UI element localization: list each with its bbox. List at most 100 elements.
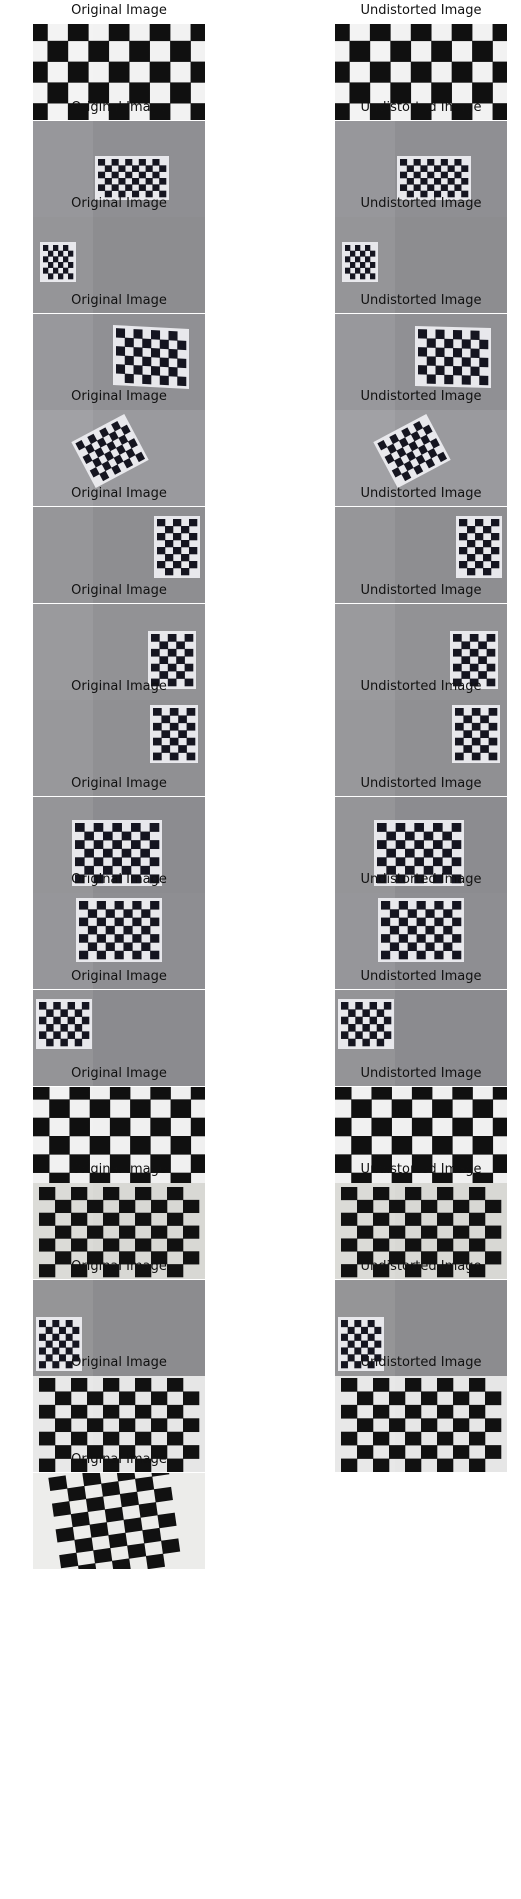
original-panel-photo [33, 893, 205, 990]
undistorted-panel: Undistorted Image [335, 776, 507, 893]
undistorted-panel-photo [335, 1376, 507, 1473]
original-panel-title: Original Image [71, 969, 167, 984]
undistorted-panel-photo [335, 1183, 507, 1280]
undistorted-panel-title: Undistorted Image [360, 1065, 482, 1081]
checkerboard-photo [33, 1183, 205, 1280]
checkerboard-photo [335, 24, 507, 120]
undistorted-panel-photo [335, 990, 507, 1086]
undistorted-panel-title: Undistorted Image [360, 196, 482, 212]
undistorted-panel-photo [335, 603, 507, 700]
checkerboard-photo [33, 893, 205, 990]
undistorted-panel: Undistorted Image [335, 292, 507, 410]
undistorted-panel-title: Undistorted Image [360, 292, 482, 308]
checkerboard-photo [335, 1183, 507, 1280]
checkerboard-photo [33, 1086, 205, 1183]
undistorted-panel-photo [335, 313, 507, 410]
original-panel-photo [33, 796, 205, 893]
checkerboard-photo [335, 1279, 507, 1376]
checkerboard-photo [33, 1279, 205, 1376]
original-panel-photo [33, 1183, 205, 1280]
checkerboard-photo [335, 410, 507, 507]
original-panel-photo [33, 1279, 205, 1376]
undistorted-panel: Undistorted Image [335, 99, 507, 217]
original-panel-title: Original Image [71, 775, 167, 791]
original-panel: Original Image [33, 100, 205, 217]
original-panel-photo [33, 24, 205, 120]
undistorted-panel: Undistorted Image [335, 679, 507, 797]
original-panel-photo [33, 1376, 205, 1473]
original-panel-photo [33, 120, 205, 217]
undistorted-panel-title: Undistorted Image [360, 99, 482, 115]
original-panel-photo [33, 700, 205, 797]
original-panel-title: Original Image [71, 1452, 167, 1467]
checkerboard-photo [33, 603, 205, 700]
checkerboard-photo [33, 313, 205, 410]
original-panel: Original Image [33, 582, 205, 700]
undistorted-panel: Undistorted Image [335, 1162, 507, 1280]
original-panel-photo [33, 410, 205, 507]
original-panel: Original Image [33, 487, 205, 603]
original-panel-title: Original Image [71, 486, 167, 501]
checkerboard-photo [33, 24, 205, 120]
original-panel-title: Original Image [71, 196, 167, 212]
original-panel-title: Original Image [71, 1258, 167, 1274]
undistorted-panel: Undistorted Image [335, 582, 507, 700]
undistorted-panel-photo [335, 1086, 507, 1183]
checkerboard-photo [335, 603, 507, 700]
original-panel: Original Image [33, 293, 205, 410]
original-panel: Original Image [33, 680, 205, 797]
checkerboard-photo [335, 700, 507, 797]
original-panel-photo [33, 217, 205, 314]
checkerboard-photo [335, 990, 507, 1086]
checkerboard-photo [33, 410, 205, 507]
undistorted-panel-photo [335, 507, 507, 603]
original-panel: Original Image [33, 390, 205, 507]
original-panel-title: Original Image [71, 582, 167, 598]
original-panel: Original Image [33, 873, 205, 990]
undistorted-panel-photo [335, 217, 507, 314]
original-panel-photo [33, 1086, 205, 1183]
checkerboard-photo [33, 120, 205, 217]
checkerboard-photo [33, 796, 205, 893]
original-panel: Original Image [33, 196, 205, 314]
undistorted-panel-title: Undistorted Image [360, 3, 482, 18]
original-panel: Original Image [33, 4, 205, 120]
original-panel: Original Image [33, 775, 205, 893]
original-panel-title: Original Image [71, 1355, 167, 1371]
undistorted-panel-title: Undistorted Image [360, 969, 482, 984]
undistorted-panel: Undistorted Image [335, 4, 507, 120]
undistorted-panel-title: Undistorted Image [360, 679, 482, 695]
undistorted-panel: Undistorted Image [335, 1355, 507, 1473]
undistorted-panel-title: Undistorted Image [360, 582, 482, 598]
undistorted-panel-photo [335, 410, 507, 507]
original-panel-photo [33, 1473, 205, 1569]
undistorted-panel-title: Undistorted Image [360, 1162, 482, 1178]
checkerboard-photo [33, 700, 205, 797]
undistorted-panel: Undistorted Image [335, 970, 507, 1086]
checkerboard-photo [33, 217, 205, 314]
undistorted-panel: Undistorted Image [335, 873, 507, 990]
original-panel: Original Image [33, 1355, 205, 1473]
original-panel-title: Original Image [71, 3, 167, 18]
original-panel: Original Image [33, 1258, 205, 1376]
undistorted-panel-photo [335, 796, 507, 893]
checkerboard-photo [33, 1473, 205, 1569]
undistorted-panel: Undistorted Image [335, 1258, 507, 1376]
checkerboard-photo [335, 1086, 507, 1183]
undistorted-panel-title: Undistorted Image [360, 389, 482, 405]
original-panel-title: Original Image [71, 1065, 167, 1081]
checkerboard-photo [335, 507, 507, 603]
undistorted-panel-photo [335, 24, 507, 120]
checkerboard-photo [33, 507, 205, 603]
undistorted-panel: Undistorted Image [335, 196, 507, 314]
checkerboard-photo [335, 893, 507, 990]
original-panel: Original Image [33, 1065, 205, 1183]
undistorted-panel-title: Undistorted Image [360, 1258, 482, 1274]
original-panel-photo [33, 990, 205, 1086]
undistorted-panel-title: Undistorted Image [360, 486, 482, 501]
original-panel-title: Original Image [71, 1162, 167, 1178]
checkerboard-photo [33, 1376, 205, 1473]
original-panel: Original Image [33, 1162, 205, 1280]
original-panel-photo [33, 507, 205, 603]
undistorted-panel-title: Undistorted Image [360, 1355, 482, 1371]
